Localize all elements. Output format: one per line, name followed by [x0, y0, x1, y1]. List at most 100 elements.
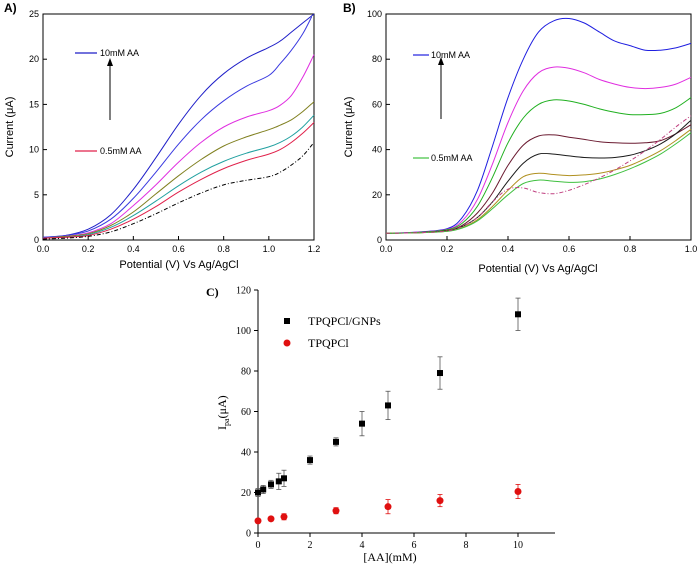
legend-label-tpqpcl-gnps: TPQPCl/GNPs [308, 314, 381, 328]
panel-b-ticks: 0.0 0.2 0.4 0.6 0.8 1.0 0 20 40 60 80 100 [367, 9, 697, 254]
panelA-series-10mm-aa-1 [42, 13, 315, 238]
panelB-series-series-5 [385, 119, 692, 234]
panelB-y-tick-label: 40 [372, 145, 382, 155]
panelB-x-tick-label: 1.0 [685, 244, 698, 254]
panelB-y-tick-label: 100 [367, 9, 382, 19]
panel-a-ylabel: Current (μA) [4, 97, 16, 158]
panelB-y-tick-label: 80 [372, 54, 382, 64]
panel-c-tpqpcl-point [384, 503, 392, 511]
panel-c-ylabel-main: I [215, 426, 229, 430]
panel-c-tpqpcl-point [332, 507, 340, 515]
panel-c-tpqpcl-gnps-point [307, 457, 313, 464]
panel-c-x-tick-label: 0 [256, 540, 261, 551]
panelA-y-tick-label: 0 [34, 235, 39, 245]
panel-c-label: C) [206, 285, 219, 299]
panel-c-tpqpcl-gnps-point [333, 438, 339, 445]
panel-c-y-tick-label: 0 [246, 529, 251, 540]
panel-a: A) 0.0 0.2 0.4 0.6 0.8 1.0 1.2 0 5 10 15 20 25 10mM … [4, 1, 320, 271]
panelB-series-series-4 [385, 124, 692, 234]
panel-c-x-tick-label: 8 [464, 540, 469, 551]
panel-a-ticks: 0.0 0.2 0.4 0.6 0.8 1.0 1.2 0 5 10 15 20 25 [29, 9, 320, 254]
panel-b-label: B) [343, 1, 356, 15]
panel-c-ylabel-unit: (μA) [215, 395, 229, 418]
panel-c-y-tick-label: 80 [241, 367, 251, 378]
panel-c-tpqpcl-gnps-point [281, 475, 287, 482]
panel-a-plot-frame [42, 13, 315, 241]
panel-c-tpqpcl-point [280, 513, 288, 521]
panelA-x-tick-label: 0.6 [172, 244, 185, 254]
panel-c-xlabel: [AA](mM) [363, 550, 416, 564]
panelA-series-blank [42, 142, 315, 240]
panel-c-tpqpcl-gnps-point [359, 420, 365, 427]
panelB-y-tick-label: 60 [372, 99, 382, 109]
panel-c-ylabel: Ipa(μA) [215, 395, 231, 430]
panel-c-tpqpcl-gnps-point [385, 402, 391, 409]
panel-c-tpqpcl-point [267, 515, 275, 523]
panel-a-annotation-bottom: 0.5mM AA [100, 146, 142, 156]
panelA-x-tick-label: 0.0 [37, 244, 50, 254]
panelB-x-tick-label: 0.0 [380, 244, 393, 254]
panelB-x-tick-label: 0.4 [502, 244, 515, 254]
panel-c-tpqpcl-gnps-point [260, 486, 267, 493]
panelA-x-tick-label: 1.2 [308, 244, 321, 254]
panel-b-xlabel: Potential (V) Vs Ag/AgCl [478, 263, 597, 275]
panel-c-y-tick-label: 20 [241, 488, 251, 499]
panelB-series-series-3 [385, 97, 692, 234]
panel-c-x-tick-label: 10 [513, 540, 523, 551]
panel-b-plot-frame [385, 13, 692, 241]
svg-text:Ipa(μA): Ipa(μA) [215, 395, 231, 430]
panel-a-xlabel: Potential (V) Vs Ag/AgCl [119, 259, 238, 271]
panelB-series-0-5mm-aa [385, 132, 692, 234]
panelA-y-tick-label: 10 [29, 145, 39, 155]
panelA-series-series-5 [42, 114, 315, 239]
panel-c-tpqpcl-point [254, 517, 262, 525]
panel-c-y-tick-label: 40 [241, 448, 251, 459]
panel-c-tpqpcl-gnps-point [515, 311, 521, 318]
panel-c-tpqpcl-point [436, 497, 444, 505]
panel-b-arrow-head [438, 57, 444, 65]
panelA-y-tick-label: 15 [29, 99, 39, 109]
panelA-y-tick-label: 25 [29, 9, 39, 19]
panel-c-tpqpcl-point [514, 487, 522, 495]
panelA-x-tick-label: 0.4 [127, 244, 140, 254]
panel-a-arrow-head [107, 58, 113, 66]
panel-a-annotation-top: 10mM AA [100, 48, 139, 58]
panelB-y-tick-label: 20 [372, 190, 382, 200]
panel-c-tpqpcl-gnps-point [275, 478, 282, 485]
panel-a-label: A) [4, 1, 17, 15]
panel-c-tpqpcl-gnps-point [255, 489, 261, 496]
legend-marker-tpqpcl [283, 339, 291, 347]
panelB-series-series-6 [385, 128, 692, 234]
panelB-series-series-2 [385, 66, 692, 234]
panelA-y-tick-label: 5 [34, 190, 39, 200]
panel-c-tpqpcl-gnps-point [437, 370, 443, 377]
panel-b-ylabel: Current (μA) [343, 97, 355, 158]
panelB-series-blank [385, 115, 692, 234]
panelA-x-tick-label: 0.8 [217, 244, 230, 254]
panel-c-y-tick-label: 120 [236, 286, 251, 297]
panel-c-y-tick-label: 100 [236, 326, 251, 337]
panelB-y-tick-label: 0 [377, 235, 382, 245]
panel-b: B) 0.0 0.2 0.4 0.6 0.8 1.0 0 20 40 60 80 100 10mM A… [343, 1, 697, 275]
panelA-x-tick-label: 1.0 [263, 244, 276, 254]
panel-c-series [254, 297, 522, 525]
legend-label-tpqpcl: TPQPCl [308, 336, 349, 350]
panel-c-x-tick-label: 2 [308, 540, 313, 551]
panel-b-annotation-top: 10mM AA [431, 50, 470, 60]
panelB-x-tick-label: 0.8 [624, 244, 637, 254]
panel-c-y-tick-label: 60 [241, 407, 251, 418]
panelB-series-10mm-aa [385, 17, 692, 234]
panelB-x-tick-label: 0.6 [563, 244, 576, 254]
panel-c-ylabel-sub: pa [222, 418, 231, 426]
panel-c-x-tick-label: 6 [412, 540, 417, 551]
legend-marker-tpqpcl-gnps [284, 318, 290, 324]
panelA-y-tick-label: 20 [29, 54, 39, 64]
panelA-series-series-4 [42, 101, 315, 239]
panel-a-series [42, 13, 315, 240]
panel-b-series [385, 17, 692, 234]
panel-b-annotation-bottom: 0.5mM AA [431, 153, 473, 163]
panelA-x-tick-label: 0.2 [82, 244, 95, 254]
